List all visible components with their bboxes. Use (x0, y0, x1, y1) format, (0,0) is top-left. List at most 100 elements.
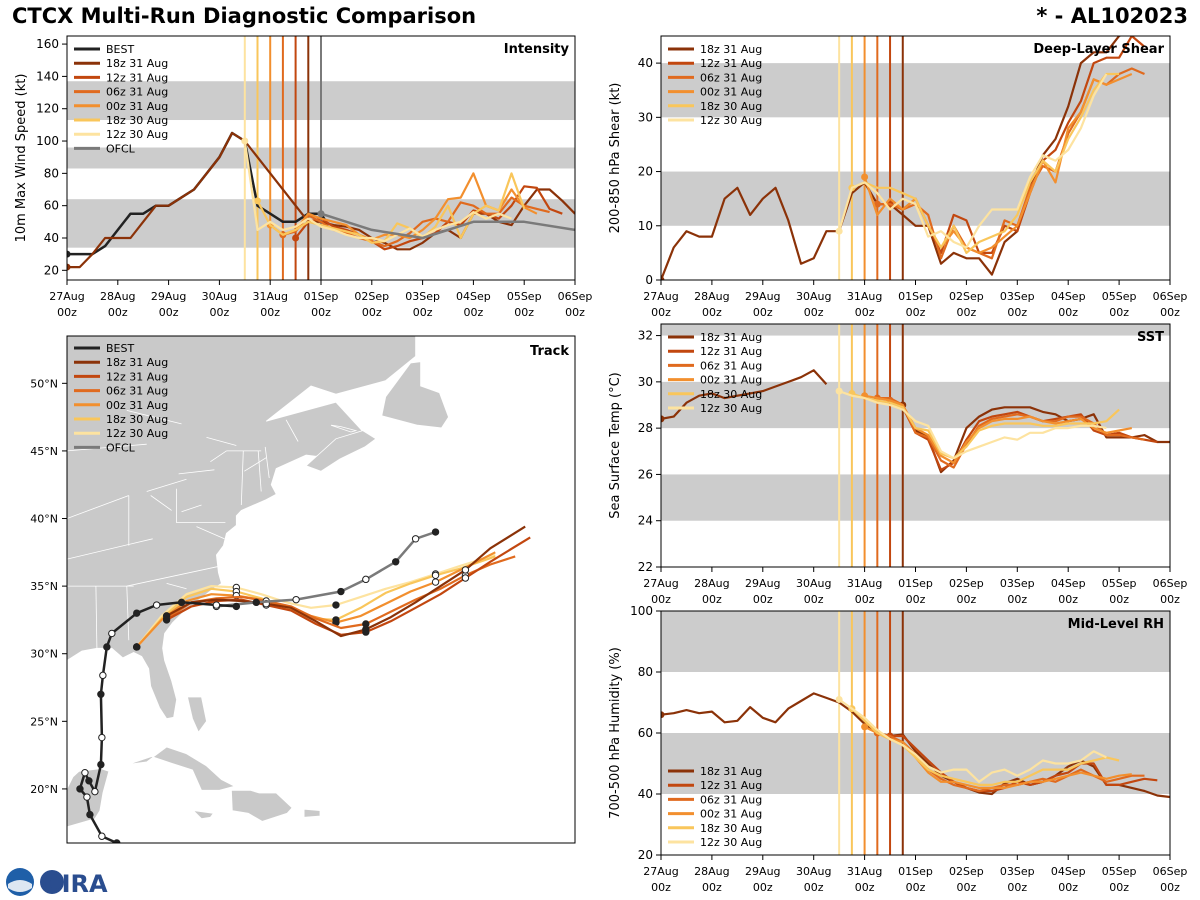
state-border-line (257, 450, 262, 492)
sst-xtick-label: 00z (702, 593, 722, 606)
sst-series-group (661, 369, 1170, 474)
shear-ytick-label: 40 (638, 56, 653, 70)
state-border-line (240, 450, 244, 506)
intensity-series-start-marker (67, 250, 71, 258)
nova-scotia-land (305, 430, 377, 472)
track-position-marker (85, 777, 93, 785)
track-position-marker (133, 643, 141, 651)
intensity-title: Intensity (504, 42, 570, 57)
sst-xtick-label: 29Aug (745, 577, 780, 590)
intensity-series-line (243, 140, 512, 243)
shear-xtick-label: 00z (906, 306, 926, 319)
track-ytick-label: 40°N (30, 513, 58, 526)
legend-label-track: 18z 30 Aug (106, 413, 168, 426)
track-line (166, 525, 526, 638)
rh-series-start-marker (861, 723, 869, 731)
shear-series-start-marker (661, 276, 665, 280)
hispaniola-land (230, 789, 293, 822)
track-position-marker (76, 785, 84, 793)
intensity-xtick-label: 31Aug (252, 290, 287, 303)
legend-label-intensity: 00z 31 Aug (106, 100, 168, 113)
shear-xtick-label: 00z (855, 306, 875, 319)
intensity-xtick-label: 04Sep (456, 290, 491, 303)
sst-xtick-label: 00z (1109, 593, 1129, 606)
shear-xtick-label: 04Sep (1051, 290, 1086, 303)
legend-label-sst: 12z 30 Aug (700, 402, 762, 415)
cira-globe-icon (40, 870, 64, 894)
legend-label-rh: 06z 31 Aug (700, 793, 762, 806)
intensity-series-start-marker (292, 234, 300, 242)
track-ytick-label: 30°N (30, 648, 58, 661)
legend-label-track: 18z 31 Aug (106, 356, 168, 369)
legend-label-rh: 12z 31 Aug (700, 779, 762, 792)
track-position-marker (332, 601, 340, 609)
legend-label-track: 06z 31 Aug (106, 385, 168, 398)
rh-xtick-label: 00z (804, 881, 824, 894)
rh-xtick-label: 03Sep (1000, 865, 1035, 878)
legend-label-track: 12z 31 Aug (106, 370, 168, 383)
track-title: Track (530, 344, 569, 359)
intensity-xtick-label: 05Sep (507, 290, 542, 303)
legend-label-track: OFCL (106, 441, 136, 454)
legend-label-rh: 18z 31 Aug (700, 765, 762, 778)
shear-xtick-label: 30Aug (796, 290, 831, 303)
sst-xtick-label: 00z (906, 593, 926, 606)
legend-label-track: 12z 30 Aug (106, 427, 168, 440)
bahamas-land (186, 696, 207, 733)
shear-ytick-label: 30 (638, 110, 653, 124)
intensity-series-start-marker (317, 210, 325, 218)
sst-xtick-label: 00z (651, 593, 671, 606)
sst-xtick-label: 02Sep (949, 577, 984, 590)
rh-ytick-label: 100 (630, 604, 653, 618)
legend-label-sst: 18z 30 Aug (700, 388, 762, 401)
shear-xtick-label: 05Sep (1102, 290, 1137, 303)
north-america-land (67, 336, 417, 720)
sst-ytick-label: 26 (638, 467, 653, 481)
intensity-panel: 20 40 60 80 100 120 140 160 27Aug 00z 28Aug 00z 29Au… (14, 35, 592, 319)
rh-xtick-label: 00z (1007, 881, 1027, 894)
track-ytick-label: 35°N (30, 580, 58, 593)
rh-series-start-marker (835, 695, 843, 703)
intensity-xtick-label: 00z (159, 306, 179, 319)
newfoundland-land (381, 361, 449, 429)
rh-xtick-label: 05Sep (1102, 865, 1137, 878)
shear-xtick-label: 00z (1160, 306, 1180, 319)
shear-xtick-label: 00z (804, 306, 824, 319)
sst-series-line (851, 392, 1120, 460)
legend-label-shear: 06z 31 Aug (700, 71, 762, 84)
rh-ylabel: 700-500 hPa Humidity (%) (608, 647, 623, 819)
cira-logo: CIRA (6, 868, 108, 898)
state-border-line (150, 495, 172, 511)
legend-label-track: 00z 31 Aug (106, 399, 168, 412)
state-border-line (206, 437, 237, 446)
sst-xtick-label: 31Aug (847, 577, 882, 590)
intensity-ytick-label: 40 (44, 231, 59, 245)
rh-xtick-label: 00z (855, 881, 875, 894)
track-position-marker (232, 602, 241, 611)
track-position-marker (103, 643, 111, 651)
track-position-marker (133, 609, 141, 617)
intensity-xtick-label: 00z (57, 306, 77, 319)
shear-xtick-label: 29Aug (745, 290, 780, 303)
state-border-line (126, 586, 130, 641)
state-border-line (181, 504, 202, 513)
rh-xtick-label: 00z (1109, 881, 1129, 894)
intensity-ytick-label: 160 (36, 37, 59, 51)
rh-series-start-marker (661, 711, 665, 719)
sst-series-line (838, 390, 1107, 460)
shear-panel: 0 10 20 30 40 27Aug 00z 28Aug 00z 29Aug 00z 30Aug 00… (608, 35, 1187, 319)
legend-label-sst: 00z 31 Aug (700, 374, 762, 387)
intensity-xtick-label: 03Sep (405, 290, 440, 303)
sst-xtick-label: 00z (753, 593, 773, 606)
sst-panel: 22 24 26 28 30 32 27Aug 00z 28Aug 00z 29Aug 00z 30Au… (608, 323, 1187, 606)
puerto-rico-land (303, 808, 321, 818)
state-border-line (196, 526, 225, 540)
intensity-xtick-label: 00z (413, 306, 433, 319)
track-position-marker (97, 760, 105, 769)
state-border-line (95, 586, 98, 649)
state-border-line (67, 495, 129, 519)
rh-xtick-label: 02Sep (949, 865, 984, 878)
legend-label-sst: 06z 31 Aug (700, 359, 762, 372)
shear-xtick-label: 03Sep (1000, 290, 1035, 303)
track-ytick-label: 50°N (30, 377, 58, 390)
